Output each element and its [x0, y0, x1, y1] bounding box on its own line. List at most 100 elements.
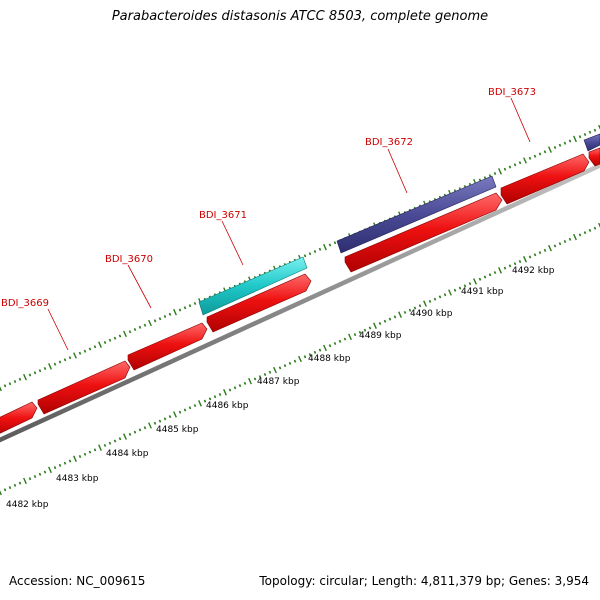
minor-tick	[138, 325, 142, 329]
kbp-label: 4484 kbp	[106, 449, 149, 459]
minor-tick	[493, 171, 497, 176]
minor-tick	[113, 439, 117, 443]
minor-tick	[413, 306, 417, 310]
minor-tick	[153, 421, 157, 425]
minor-tick	[538, 251, 542, 255]
minor-tick	[138, 428, 142, 432]
minor-tick	[513, 163, 517, 167]
minor-tick	[363, 328, 367, 332]
minor-tick	[143, 323, 147, 327]
gene-label-bdi-3671[interactable]: BDI_3671	[199, 210, 247, 221]
minor-tick	[563, 141, 567, 145]
major-tick	[598, 124, 600, 130]
minor-tick	[533, 154, 537, 158]
minor-tick	[458, 286, 462, 290]
minor-tick	[328, 344, 332, 348]
minor-tick	[13, 379, 17, 384]
gene-arrow-bdi-3673[interactable]	[500, 153, 590, 205]
minor-tick	[43, 366, 47, 371]
major-tick	[273, 366, 277, 374]
minor-tick	[308, 353, 312, 357]
kbp-label: 4487 kbp	[257, 377, 300, 387]
minor-tick	[93, 448, 97, 452]
major-tick	[73, 455, 77, 462]
gene-label-bdi-3669[interactable]: BDI_3669	[1, 298, 49, 309]
major-tick	[523, 157, 527, 164]
minor-tick	[388, 317, 392, 321]
minor-tick	[128, 432, 132, 436]
minor-tick	[288, 361, 292, 365]
major-tick	[73, 352, 77, 359]
major-tick	[323, 344, 327, 352]
major-tick	[23, 477, 27, 485]
outer-genes	[198, 133, 600, 316]
minor-tick	[78, 454, 82, 459]
gene-bar-cyan-bdi-3671[interactable]	[198, 256, 308, 316]
minor-tick	[338, 339, 342, 343]
minor-tick	[3, 384, 7, 388]
minor-tick	[428, 299, 432, 303]
gene-label-bdi-3672[interactable]: BDI_3672	[365, 137, 413, 148]
minor-tick	[283, 364, 287, 368]
leader-bdi-3672	[387, 148, 408, 194]
minor-tick	[508, 165, 512, 169]
major-tick	[0, 386, 2, 392]
minor-tick	[133, 327, 137, 332]
major-tick	[323, 243, 327, 251]
minor-tick	[193, 301, 197, 306]
minor-tick	[13, 483, 17, 487]
gene-label-bdi-3670[interactable]: BDI_3670	[105, 254, 153, 265]
minor-tick	[118, 437, 122, 441]
minor-tick	[403, 310, 407, 314]
minor-tick	[183, 306, 187, 310]
major-tick	[48, 363, 52, 370]
gene-arrow-bdi-3669[interactable]	[0, 401, 38, 438]
minor-tick	[133, 430, 137, 434]
major-tick	[198, 400, 202, 407]
minor-tick	[588, 130, 592, 134]
minor-tick	[303, 355, 307, 359]
minor-tick	[468, 282, 472, 286]
minor-tick	[463, 284, 467, 288]
gene-arrow-bdi-3670b[interactable]	[127, 322, 208, 371]
minor-tick	[58, 360, 62, 364]
minor-tick	[438, 295, 442, 299]
minor-tick	[103, 340, 107, 345]
minor-tick	[393, 315, 397, 319]
gene-arrow-bdi-3672[interactable]	[344, 192, 503, 273]
leader-bdi-3673	[510, 97, 531, 143]
major-tick	[123, 433, 127, 440]
major-tick	[373, 322, 377, 329]
minor-tick	[28, 373, 32, 377]
minor-tick	[568, 139, 572, 143]
minor-tick	[83, 349, 87, 353]
minor-tick	[263, 372, 267, 377]
minor-tick	[483, 275, 487, 279]
minor-tick	[513, 262, 517, 266]
gene-arrow-bdi-3671[interactable]	[206, 273, 312, 333]
minor-tick	[178, 308, 182, 312]
minor-tick	[558, 242, 562, 246]
minor-tick	[443, 293, 447, 297]
minor-tick	[168, 415, 172, 419]
kbp-label: 4492 kbp	[512, 266, 555, 276]
minor-tick	[153, 319, 157, 323]
minor-tick	[108, 441, 112, 445]
minor-tick	[493, 271, 497, 275]
minor-tick	[368, 326, 372, 330]
minor-tick	[233, 386, 237, 390]
gene-bar-purple-bdi-3673[interactable]	[583, 133, 600, 152]
minor-tick	[243, 381, 247, 385]
leader-bdi-3670	[127, 264, 152, 309]
minor-tick	[18, 377, 22, 381]
major-tick	[523, 256, 527, 263]
gene-arrow-bdi-3670[interactable]	[37, 360, 131, 415]
gene-label-bdi-3673[interactable]: BDI_3673	[488, 87, 536, 98]
minor-tick	[303, 254, 307, 258]
major-tick	[448, 289, 452, 296]
major-tick	[148, 319, 152, 327]
major-tick	[148, 422, 152, 429]
gene-bar-purple-bdi-3672[interactable]	[336, 175, 497, 254]
gene-arrow-bdi-3674[interactable]	[588, 147, 600, 167]
minor-tick	[28, 477, 32, 481]
